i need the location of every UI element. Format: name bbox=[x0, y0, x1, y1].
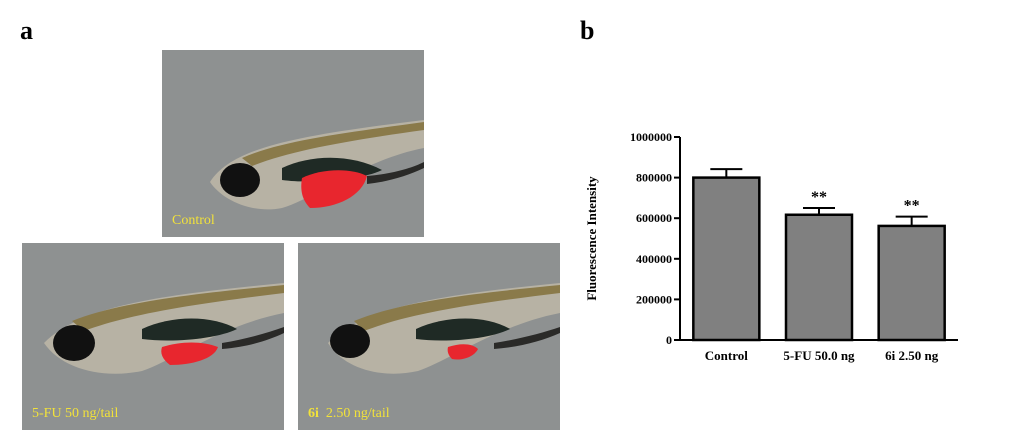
y-axis-title: Fluorescence Intensity bbox=[584, 176, 599, 301]
control-image-label: Control bbox=[172, 213, 215, 228]
5fu-zebrafish-image: 5-FU 50 ng/tail bbox=[22, 243, 284, 430]
6i-zebrafish-image: 6i 2.50 ng/tail bbox=[298, 243, 560, 430]
y-tick-label: 1000000 bbox=[630, 130, 672, 144]
bar bbox=[692, 176, 761, 342]
5fu-image-label: 5-FU 50 ng/tail bbox=[32, 406, 119, 421]
y-tick-label: 600000 bbox=[636, 211, 672, 225]
fluorescence-bar-chart: 0 200000 400000 600000 800000 1000000 Fluoresc… bbox=[584, 130, 958, 363]
y-tick-label: 400000 bbox=[636, 252, 672, 266]
control-zebrafish-image: Control bbox=[162, 50, 424, 237]
y-tick-label: 800000 bbox=[636, 171, 672, 185]
zebrafish-illustration bbox=[44, 283, 284, 374]
panel-label-b: b bbox=[580, 16, 595, 45]
y-tick-label: 200000 bbox=[636, 292, 672, 306]
x-tick-label: 5-FU 50.0 ng bbox=[783, 348, 855, 363]
y-tick-label: 0 bbox=[666, 333, 672, 347]
bar bbox=[877, 224, 946, 342]
bar bbox=[784, 213, 854, 342]
significance-label: ** bbox=[811, 189, 827, 206]
x-tick-label: Control bbox=[705, 348, 748, 363]
panel-label-a: a bbox=[20, 16, 33, 45]
6i-image-label: 6i 2.50 ng/tail bbox=[308, 406, 390, 421]
significance-label: ** bbox=[904, 198, 920, 215]
x-tick-label: 6i 2.50 ng bbox=[885, 348, 939, 363]
zebrafish-illustration bbox=[328, 283, 560, 374]
zebrafish-illustration bbox=[210, 120, 424, 210]
